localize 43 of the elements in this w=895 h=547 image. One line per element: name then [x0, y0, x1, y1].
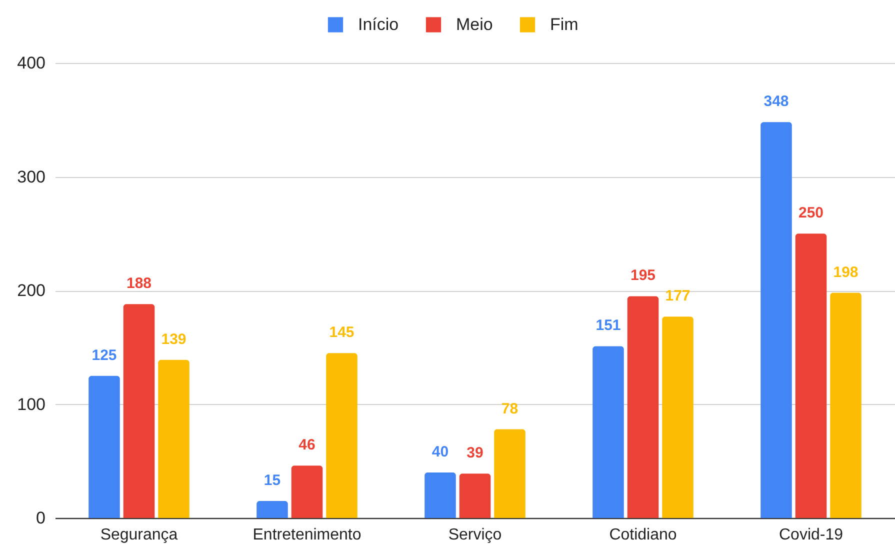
data-label: 125 [92, 346, 117, 364]
data-label: 188 [126, 275, 152, 292]
x-tick-label: Serviço [448, 526, 502, 544]
x-tick-label: Cotidiano [609, 526, 677, 544]
bar [830, 292, 862, 518]
y-tick-label: 300 [17, 167, 46, 186]
bar [494, 429, 526, 518]
data-label: 39 [466, 444, 484, 462]
data-label: 40 [432, 444, 449, 460]
bar [158, 360, 190, 518]
data-label: 139 [161, 330, 186, 348]
x-tick-label: Covid-19 [778, 526, 844, 544]
legend-label: Meio [456, 14, 493, 34]
bar [424, 472, 456, 518]
data-label: 348 [764, 93, 789, 110]
y-tick-label: 400 [17, 54, 46, 72]
bar [123, 304, 155, 518]
bar [627, 296, 659, 518]
data-label: 250 [798, 204, 824, 222]
bar [291, 466, 323, 518]
x-tick-label: Entretenimento [252, 526, 362, 544]
bar [760, 122, 792, 518]
legend-label: Início [358, 14, 399, 34]
data-label: 46 [298, 436, 316, 454]
y-tick-label: 200 [17, 281, 46, 300]
bar [795, 234, 827, 518]
data-label: 145 [329, 324, 354, 342]
data-label: 195 [630, 267, 656, 284]
bar [459, 474, 491, 518]
bar [88, 376, 120, 518]
legend-label: Fim [550, 14, 578, 34]
y-tick-label: 0 [36, 508, 46, 528]
y-tick-label: 100 [17, 394, 46, 414]
data-label: 198 [833, 264, 858, 281]
x-tick-label: Segurança [100, 526, 178, 544]
data-label: 151 [596, 317, 621, 334]
bar [662, 316, 694, 518]
data-label: 177 [665, 288, 690, 305]
bar [256, 500, 288, 518]
bar [592, 346, 624, 518]
bar [326, 353, 358, 518]
data-label: 78 [501, 400, 518, 418]
data-label: 15 [264, 472, 281, 489]
